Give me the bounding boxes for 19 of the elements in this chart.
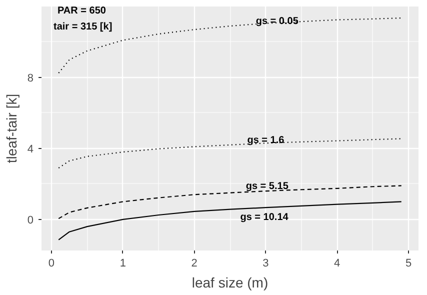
annotation: gs = 5.15 [246, 180, 289, 192]
x-tick-label: 3 [262, 258, 269, 270]
x-tick-label: 4 [334, 258, 340, 270]
annotation: tair = 315 [k] [54, 22, 112, 32]
x-tick-label: 2 [191, 258, 198, 270]
x-axis-title: leaf size (m) [192, 274, 268, 290]
line-series [58, 138, 402, 169]
line-series [58, 201, 402, 240]
y-axis-title: tleaf-tair [k] [3, 94, 20, 164]
y-tick-label: 0 [27, 214, 34, 226]
x-tick-label: 0 [48, 258, 55, 270]
annotation: gs = 1.6 [247, 134, 285, 146]
annotation: gs = 10.14 [240, 212, 289, 224]
annotation: PAR = 650 [58, 6, 106, 16]
x-tick-label: 5 [405, 258, 412, 270]
y-tick-label: 4 [27, 143, 34, 156]
annotation: gs = 0.05 [256, 16, 299, 28]
x-tick-label: 1 [120, 258, 126, 270]
y-tick-label: 8 [27, 72, 34, 84]
